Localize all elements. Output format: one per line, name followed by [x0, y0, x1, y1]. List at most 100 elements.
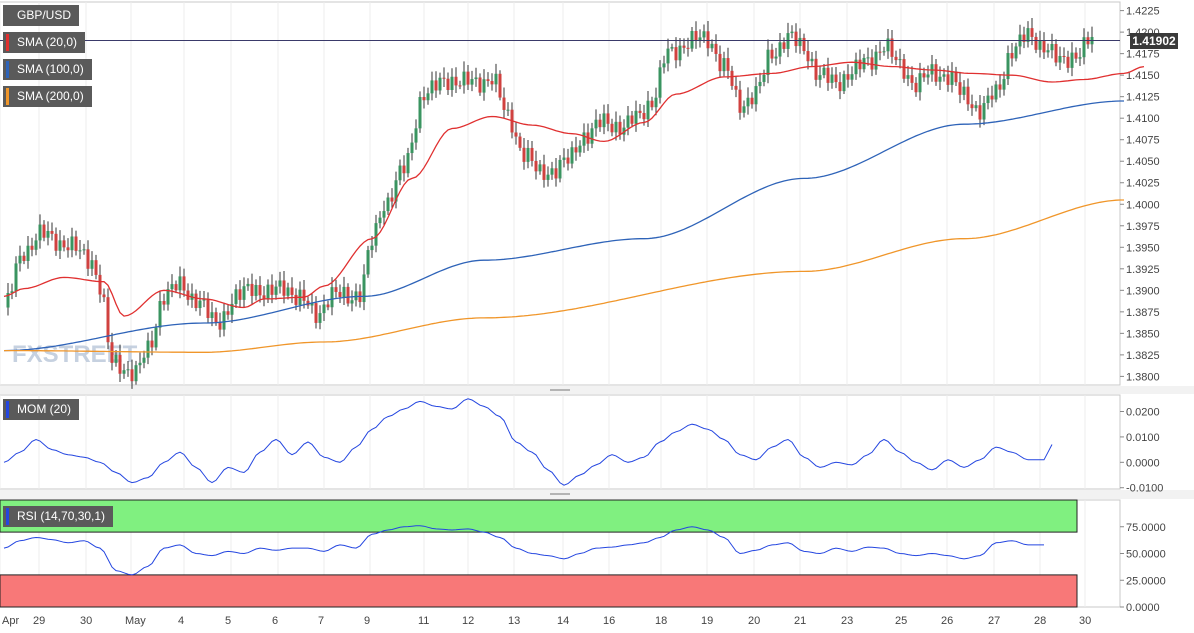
- candle-body: [1082, 37, 1086, 58]
- candle-body: [714, 43, 718, 54]
- candle-body: [926, 74, 930, 78]
- candle-body: [98, 274, 102, 295]
- sma20-line: [3, 61, 1145, 317]
- candle-body: [454, 76, 458, 86]
- candle-body: [830, 74, 834, 83]
- candle-body: [46, 230, 50, 238]
- candle-body: [694, 30, 698, 42]
- date-tick-label: 13: [508, 615, 520, 627]
- mom-swatch: [6, 401, 9, 418]
- candle-body: [398, 165, 402, 181]
- candle-body: [450, 76, 454, 90]
- candle-body: [974, 105, 978, 109]
- candle-body: [166, 289, 170, 305]
- price-tick-label: 1.3975: [1126, 221, 1160, 233]
- candle-body: [102, 294, 106, 298]
- candle-body: [758, 81, 762, 87]
- candle-body: [642, 112, 646, 120]
- candle-body: [1058, 56, 1062, 63]
- candle-body: [570, 147, 574, 164]
- price-tick-label: 1.4100: [1126, 113, 1160, 125]
- date-tick-label: 7: [318, 615, 324, 627]
- candle-body: [462, 71, 466, 86]
- candle-body: [306, 300, 310, 306]
- candle-body: [366, 250, 370, 275]
- candle-body: [522, 147, 526, 162]
- candle-body: [594, 119, 598, 129]
- candle-body: [506, 109, 510, 111]
- candle-body: [1026, 28, 1030, 42]
- candle-body: [362, 274, 366, 303]
- candle-body: [130, 369, 134, 382]
- legend-sma100[interactable]: SMA (100,0): [3, 59, 92, 80]
- legend-rsi-label: RSI (14,70,30,1): [17, 509, 106, 523]
- candle-body: [174, 284, 178, 291]
- candle-body: [482, 79, 486, 93]
- date-tick-label: 11: [418, 615, 429, 627]
- candle-body: [670, 47, 674, 49]
- candle-body: [78, 250, 82, 252]
- candle-body: [638, 110, 642, 113]
- legend-sma20[interactable]: SMA (20,0): [3, 32, 86, 53]
- price-tick-label: 1.4225: [1126, 6, 1160, 18]
- candle-body: [226, 311, 230, 315]
- candle-body: [422, 97, 426, 101]
- candle-body: [738, 89, 742, 113]
- rsi-tick-label: 0.0000: [1126, 602, 1160, 614]
- candle-body: [810, 58, 814, 62]
- candle-body: [898, 59, 902, 61]
- candle-body: [982, 103, 986, 120]
- candle-body: [442, 77, 446, 79]
- candle-body: [718, 53, 722, 72]
- date-tick-label: Apr: [2, 615, 19, 627]
- candle-body: [546, 174, 550, 180]
- candle-body: [774, 56, 778, 59]
- legend-rsi[interactable]: RSI (14,70,30,1): [3, 506, 114, 527]
- last-price-tag: 1.41902: [1130, 33, 1178, 49]
- candle-body: [34, 240, 38, 250]
- candle-body: [286, 287, 290, 296]
- watermark-logo: FXSTREET: [12, 341, 138, 368]
- candle-body: [962, 86, 966, 95]
- candle-body: [842, 74, 846, 92]
- candle-body: [646, 100, 650, 120]
- candle-body: [410, 142, 414, 154]
- candle-body: [54, 233, 58, 251]
- candle-body: [986, 95, 990, 104]
- date-tick-label: May: [125, 615, 146, 627]
- candle-body: [762, 74, 766, 82]
- candle-body: [10, 291, 14, 294]
- candle-body: [566, 157, 570, 164]
- date-tick-label: 23: [841, 615, 853, 627]
- price-tick-label: 1.4050: [1126, 156, 1160, 168]
- candle-body: [502, 97, 506, 110]
- candle-body: [466, 71, 470, 85]
- date-tick-label: 27: [988, 615, 1000, 627]
- candle-body: [678, 45, 682, 61]
- candle-body: [86, 249, 90, 269]
- candle-body: [630, 115, 634, 124]
- legend-mom-label: MOM (20): [17, 402, 71, 416]
- candle-body: [94, 260, 98, 275]
- candle-body: [62, 240, 66, 248]
- candle-body: [866, 57, 870, 59]
- candle-body: [294, 294, 298, 305]
- candles-group: [6, 17, 1094, 389]
- candle-body: [178, 276, 182, 291]
- candle-body: [686, 47, 690, 49]
- candle-body: [242, 286, 246, 300]
- date-tick-label: 5: [225, 615, 231, 627]
- instrument-name: GBP/USD: [17, 8, 72, 22]
- candle-body: [674, 47, 678, 61]
- price-tick-label: 1.3850: [1126, 328, 1160, 340]
- legend-sma20-label: SMA (20,0): [17, 35, 78, 49]
- candle-body: [258, 285, 262, 296]
- legend-mom[interactable]: MOM (20): [3, 399, 79, 420]
- candle-body: [346, 286, 350, 304]
- candle-body: [118, 354, 122, 374]
- price-tick-label: 1.4075: [1126, 135, 1160, 147]
- candle-body: [58, 240, 62, 251]
- sma200-line: [4, 199, 1124, 353]
- legend-sma200[interactable]: SMA (200,0): [3, 86, 92, 107]
- candle-body: [854, 59, 858, 75]
